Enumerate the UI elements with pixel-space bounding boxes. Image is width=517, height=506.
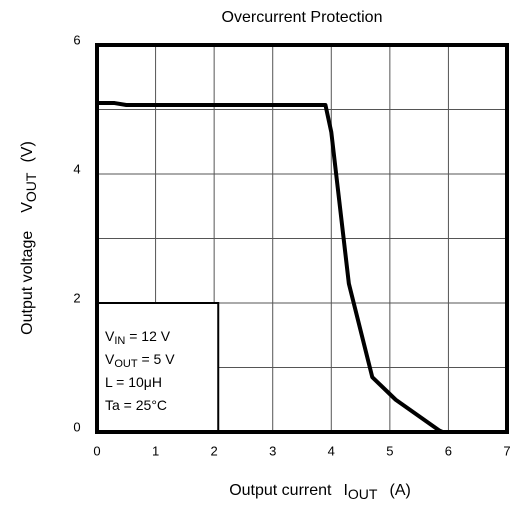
annotation-text-part: Ta = 25°C bbox=[105, 397, 167, 413]
plot-frame bbox=[95, 43, 509, 434]
annotation-text-part: = 5 V bbox=[138, 351, 176, 367]
annotation-subscript: IN bbox=[114, 335, 125, 347]
x-axis-label-text: Output current bbox=[229, 482, 332, 499]
annotation-text: VOUT = 5 V bbox=[105, 351, 175, 370]
x-tick-label: 6 bbox=[445, 443, 452, 458]
annotation-text-part: V bbox=[105, 351, 115, 367]
y-axis-label-group: Output voltage VOUT (V) bbox=[19, 141, 38, 335]
annotation-subscript: OUT bbox=[114, 358, 138, 370]
x-tick-label: 7 bbox=[503, 443, 510, 458]
annotation-text-part: V bbox=[105, 328, 115, 344]
data-line bbox=[97, 101, 444, 434]
y-tick-label: 6 bbox=[73, 32, 80, 47]
x-axis-label-symbol: I bbox=[343, 482, 347, 499]
chart-title: Overcurrent Protection bbox=[222, 9, 383, 26]
y-axis-label-symbol: V bbox=[19, 202, 36, 213]
x-axis-label-unit: (A) bbox=[389, 482, 410, 499]
annotation-text: Ta = 25°C bbox=[105, 397, 167, 413]
annotation-text: VIN = 12 V bbox=[105, 328, 171, 347]
x-tick-label: 2 bbox=[211, 443, 218, 458]
annotation-text-part: = 12 V bbox=[125, 328, 170, 344]
y-axis-label-unit: (V) bbox=[19, 141, 36, 162]
y-tick-label: 0 bbox=[73, 419, 80, 434]
y-tick-label: 2 bbox=[73, 290, 80, 305]
x-tick-label: 0 bbox=[93, 443, 100, 458]
x-tick-label: 4 bbox=[328, 443, 335, 458]
x-tick-label: 3 bbox=[269, 443, 276, 458]
y-axis-label-subscript: OUT bbox=[23, 172, 39, 202]
x-axis-label-subscript: OUT bbox=[348, 486, 378, 502]
y-tick-label: 4 bbox=[73, 161, 80, 176]
y-axis-label-text: Output voltage bbox=[19, 231, 36, 335]
x-tick-label: 1 bbox=[152, 443, 159, 458]
y-axis-label: Output voltage VOUT (V) bbox=[19, 141, 38, 335]
x-tick-label: 5 bbox=[386, 443, 393, 458]
annotation-text: L = 10μH bbox=[105, 374, 162, 390]
x-axis-label: Output current IOUT (A) bbox=[229, 482, 411, 501]
annotation-text-part: L = 10μH bbox=[105, 374, 162, 390]
